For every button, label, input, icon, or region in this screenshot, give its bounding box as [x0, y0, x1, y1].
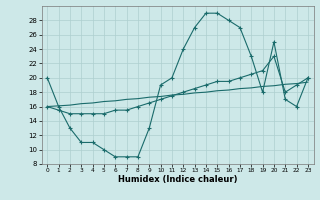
X-axis label: Humidex (Indice chaleur): Humidex (Indice chaleur): [118, 175, 237, 184]
